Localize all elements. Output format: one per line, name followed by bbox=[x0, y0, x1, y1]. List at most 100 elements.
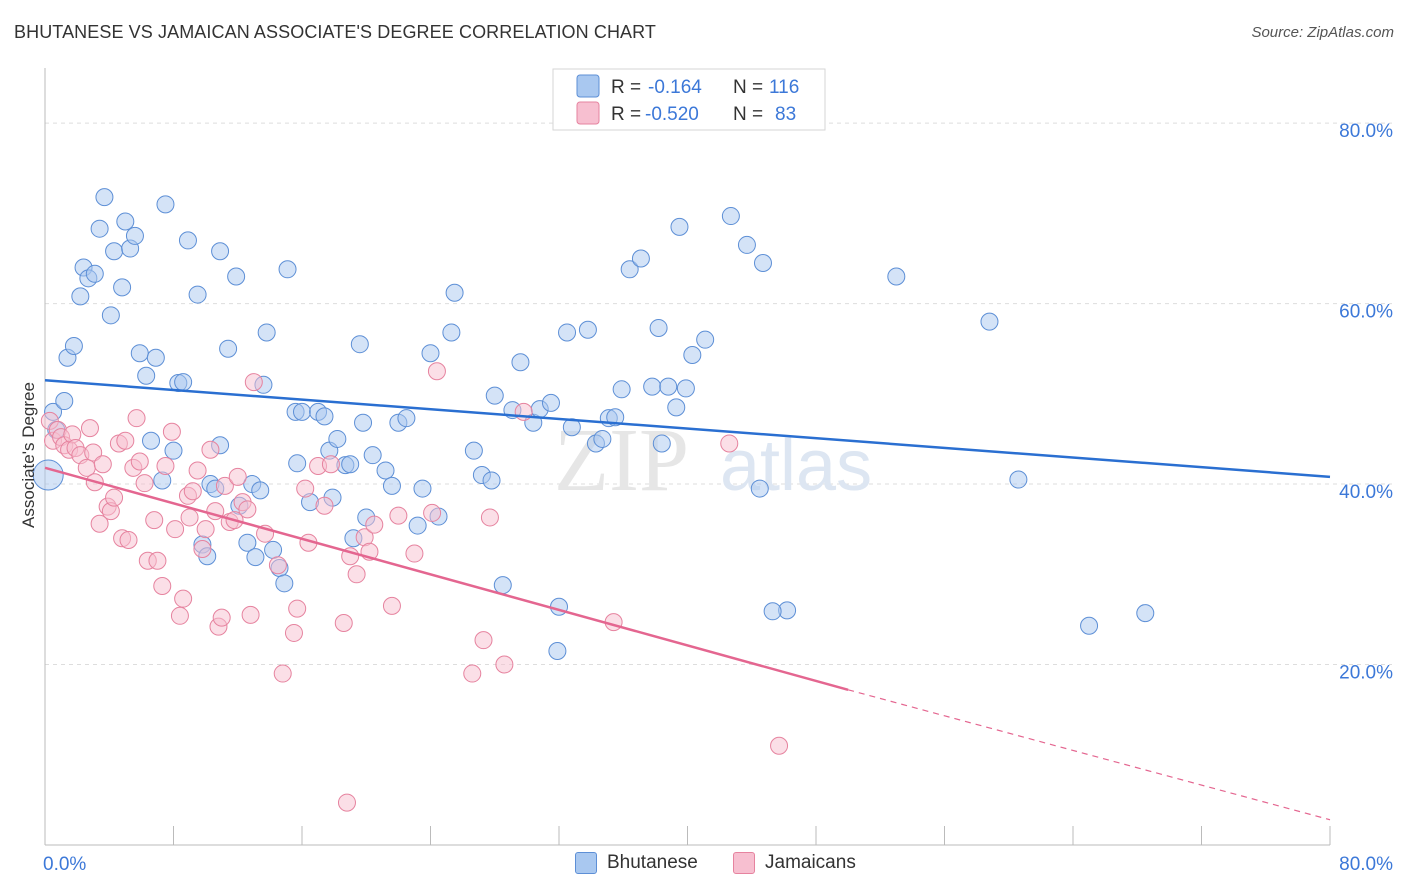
bhutanese-point bbox=[511, 353, 530, 372]
jamaicans-point bbox=[127, 409, 146, 428]
jamaicans-point bbox=[105, 488, 124, 507]
jamaicans-point bbox=[201, 440, 220, 459]
bhutanese-point bbox=[382, 476, 401, 495]
bhutanese-point bbox=[341, 455, 360, 474]
bhutanese-point bbox=[696, 330, 715, 349]
jamaicans-point bbox=[427, 362, 446, 381]
jamaicans-point bbox=[463, 664, 482, 683]
jamaicans-point bbox=[273, 664, 292, 683]
bhutanese-point bbox=[620, 260, 639, 279]
jamaicans-point bbox=[119, 531, 138, 550]
jamaicans-point bbox=[188, 461, 207, 480]
jamaicans-trend-line bbox=[44, 466, 849, 692]
legend-item-bhutanese: Bhutanese bbox=[575, 852, 698, 874]
jamaicans-point bbox=[347, 565, 366, 584]
legend-blue-n-label: N = bbox=[733, 77, 763, 98]
bhutanese-point bbox=[125, 226, 144, 245]
watermark-atlas: atlas bbox=[720, 426, 872, 506]
bhutanese-point bbox=[376, 461, 395, 480]
bhutanese-point bbox=[328, 429, 347, 448]
jamaicans-point bbox=[215, 476, 234, 495]
bhutanese-point bbox=[643, 377, 662, 396]
bhutanese-point bbox=[146, 348, 165, 367]
chart-source: Source: ZipAtlas.com bbox=[1251, 24, 1394, 41]
bhutanese-point bbox=[606, 408, 625, 427]
bhutanese-point bbox=[753, 253, 772, 272]
bhutanese-point bbox=[85, 264, 104, 283]
legend-swatch-bhutanese bbox=[575, 852, 597, 874]
bhutanese-point bbox=[980, 312, 999, 331]
y-tick-label: 80.0% bbox=[1339, 121, 1393, 142]
bhutanese-point bbox=[293, 402, 311, 421]
bhutanese-point bbox=[90, 219, 109, 238]
jamaicans-point bbox=[80, 419, 99, 438]
jamaicans-point bbox=[365, 515, 384, 534]
jamaicans-trend-extension bbox=[847, 689, 1331, 821]
bhutanese-point bbox=[101, 306, 120, 325]
bhutanese-point bbox=[631, 249, 650, 268]
bhutanese-point bbox=[227, 267, 246, 286]
jamaicans-point bbox=[145, 511, 164, 530]
jamaicans-point bbox=[389, 506, 408, 525]
legend-blue-r-label: R = bbox=[611, 77, 641, 98]
jamaicans-point bbox=[135, 474, 154, 493]
bhutanese-point bbox=[363, 446, 382, 465]
legend-item-jamaicans: Jamaicans bbox=[733, 852, 856, 874]
y-tick-label: 60.0% bbox=[1339, 302, 1393, 323]
x-tick-label: 0.0% bbox=[43, 854, 86, 875]
bhutanese-point bbox=[887, 267, 906, 286]
jamaicans-point bbox=[196, 520, 215, 539]
jamaicans-point bbox=[423, 503, 442, 522]
bhutanese-point bbox=[95, 188, 114, 207]
watermark: ZIP atlas bbox=[554, 411, 872, 510]
legend-blue-r-value: -0.164 bbox=[648, 77, 702, 98]
bhutanese-trend-line bbox=[44, 379, 1331, 479]
jamaicans-point bbox=[321, 455, 340, 474]
jamaicans-point bbox=[288, 599, 307, 618]
jamaicans-point bbox=[166, 520, 185, 539]
jamaicans-point bbox=[84, 443, 103, 462]
bhutanese-point bbox=[413, 479, 432, 498]
chart-title: BHUTANESE VS JAMAICAN ASSOCIATE'S DEGREE… bbox=[14, 22, 657, 42]
x-tick-label: 80.0% bbox=[1339, 854, 1393, 875]
jamaicans-point bbox=[337, 793, 356, 812]
y-axis-label: Associate's Degree bbox=[19, 382, 38, 528]
legend-bottom: Bhutanese Jamaicans bbox=[0, 852, 1406, 878]
bhutanese-point bbox=[211, 242, 230, 261]
bhutanese-point bbox=[142, 431, 161, 450]
bhutanese-point bbox=[482, 471, 501, 490]
bhutanese-point bbox=[174, 373, 193, 392]
bhutanese-point bbox=[676, 379, 695, 398]
jamaicans-point bbox=[130, 452, 149, 471]
bhutanese-point bbox=[1009, 470, 1028, 489]
jamaicans-point bbox=[405, 544, 424, 563]
bhutanese-point bbox=[763, 602, 782, 621]
jamaicans-point bbox=[183, 482, 202, 501]
bhutanese-point bbox=[548, 641, 567, 660]
jamaicans-point bbox=[244, 373, 263, 392]
bhutanese-point bbox=[350, 335, 369, 354]
bhutanese-point bbox=[278, 260, 297, 279]
bhutanese-point bbox=[652, 434, 671, 453]
legend-blue-n-value: 116 bbox=[769, 77, 799, 98]
bhutanese-point bbox=[113, 278, 132, 297]
jamaicans-point bbox=[193, 540, 212, 559]
legend-top: R = -0.164 N = 116 R = -0.520 N = 83 bbox=[552, 68, 826, 131]
jamaicans-point bbox=[180, 508, 199, 527]
legend-label-bhutanese: Bhutanese bbox=[607, 852, 698, 873]
axes bbox=[44, 68, 1331, 846]
bhutanese-point bbox=[130, 344, 149, 363]
bhutanese-point bbox=[105, 242, 124, 261]
legend-label-jamaicans: Jamaicans bbox=[765, 852, 856, 873]
bhutanese-point bbox=[251, 481, 270, 500]
bhutanese-point bbox=[408, 516, 427, 535]
bhutanese-point bbox=[288, 454, 307, 473]
bhutanese-point bbox=[354, 413, 373, 432]
jamaicans-point bbox=[153, 577, 172, 596]
bhutanese-point bbox=[71, 287, 90, 306]
jamaicans-point bbox=[480, 508, 499, 527]
jamaicans-point bbox=[156, 457, 175, 476]
bhutanese-point bbox=[219, 339, 238, 358]
bhutanese-point bbox=[137, 366, 156, 385]
jamaicans-point bbox=[116, 431, 135, 450]
